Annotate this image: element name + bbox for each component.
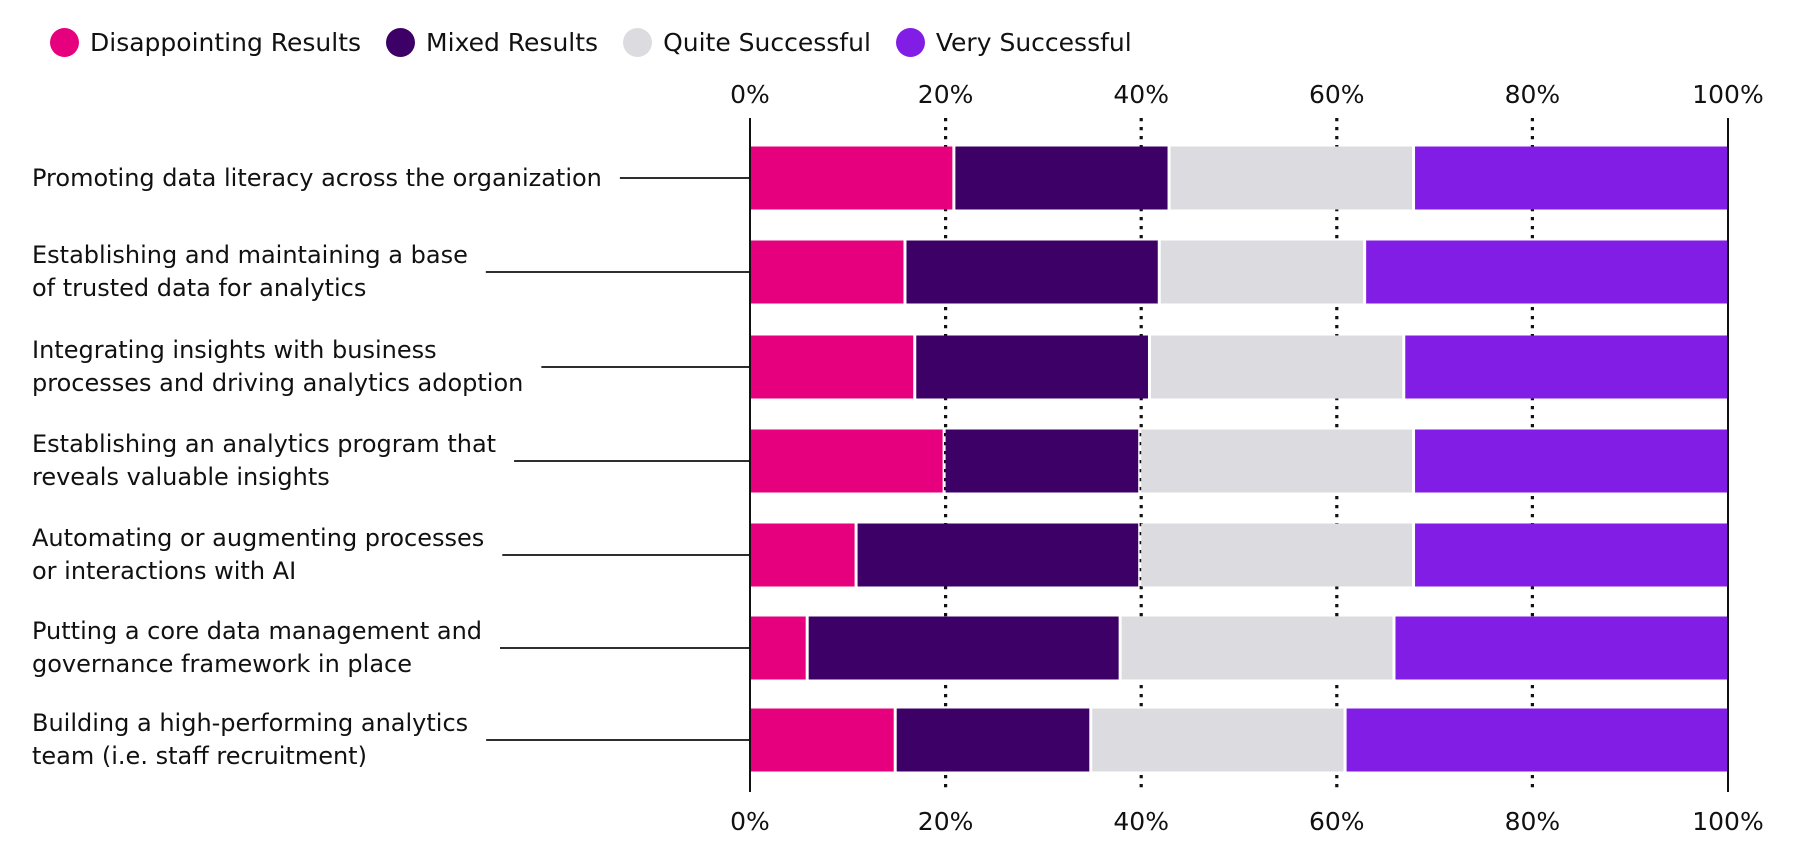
category-label-line: Integrating insights with business (32, 336, 437, 364)
tick-label-top: 80% (1505, 80, 1561, 109)
category-label-line: processes and driving analytics adoption (32, 369, 524, 397)
bar-segment (1415, 146, 1728, 210)
bar-segment (1366, 240, 1728, 304)
bar-segment (750, 523, 855, 587)
bar-segment (750, 429, 943, 493)
category-label-line: Putting a core data management and (32, 617, 483, 645)
bars (750, 146, 1728, 772)
legend-item-3: Very Successful (895, 27, 1132, 57)
legend: Disappointing Results Mixed Results Quite … (50, 22, 1157, 62)
bar-segment (1395, 616, 1728, 680)
bar-segment (1405, 335, 1728, 399)
legend-label: Disappointing Results (90, 27, 362, 57)
category-label: Building a high-performing analytics team… (32, 707, 552, 773)
bar-segment (750, 240, 904, 304)
legend-label: Mixed Results (426, 27, 599, 57)
category-label: Establishing an analytics program that re… (32, 428, 552, 494)
tick-label-bottom: 100% (1692, 807, 1763, 836)
bar-segment (1160, 240, 1364, 304)
bar-segment (857, 523, 1139, 587)
tick-label-bottom: 80% (1505, 807, 1561, 836)
tick-label-bottom: 20% (918, 807, 974, 836)
bar-segment (750, 146, 953, 210)
bar-segment (1150, 335, 1403, 399)
legend-swatch (386, 27, 416, 57)
bar-segment (906, 240, 1158, 304)
bar-segment (945, 429, 1139, 493)
bar-segment (808, 616, 1119, 680)
axes: 0% 20% 40% 60% 80% 100% 0% 20% 40% 60% 80% 100% (730, 80, 1764, 836)
category-label-line: of trusted data for analytics (32, 274, 367, 302)
tick-label-top: 40% (1113, 80, 1169, 109)
category-label-line: or interactions with AI (32, 557, 297, 585)
bar-segment (955, 146, 1168, 210)
tick-label-bottom: 40% (1113, 807, 1169, 836)
legend-item-0: Disappointing Results (50, 27, 362, 57)
tick-label-bottom: 60% (1309, 807, 1365, 836)
bar-segment (1092, 708, 1344, 772)
category-label-line: team (i.e. staff recruitment) (32, 742, 367, 770)
bar-segment (750, 616, 806, 680)
legend-label: Very Successful (935, 27, 1132, 57)
bar-segment (1141, 523, 1413, 587)
category-label-line: reveals valuable insights (32, 463, 330, 491)
legend-swatch (895, 27, 925, 57)
tick-label-top: 60% (1309, 80, 1365, 109)
legend-label: Quite Successful (663, 27, 871, 57)
bar-segment (750, 335, 914, 399)
legend-item-2: Quite Successful (623, 27, 871, 57)
bar-segment (1170, 146, 1413, 210)
tick-label-top: 100% (1692, 80, 1763, 109)
category-label: Integrating insights with business proces… (32, 334, 552, 400)
tick-label-bottom: 0% (730, 807, 770, 836)
category-label-line: Automating or augmenting processes (32, 524, 485, 552)
bar-segment (896, 708, 1090, 772)
category-label-line: Establishing an analytics program that (32, 430, 497, 458)
bar-segment (1415, 429, 1728, 493)
bar-segment (750, 708, 894, 772)
category-label: Promoting data literacy across the organ… (32, 162, 602, 195)
bar-segment (1121, 616, 1393, 680)
tick-label-top: 0% (730, 80, 770, 109)
legend-swatch (623, 27, 653, 57)
bar-segment (1141, 429, 1413, 493)
bar-segment (1415, 523, 1728, 587)
bar-segment (1346, 708, 1728, 772)
category-label: Automating or augmenting processes or int… (32, 522, 552, 588)
tick-label-top: 20% (918, 80, 974, 109)
category-label-line: Promoting data literacy across the organ… (32, 163, 602, 192)
category-label-line: governance framework in place (32, 650, 413, 678)
label-leader-lines (485, 177, 750, 741)
category-label: Establishing and maintaining a base of tr… (32, 239, 552, 305)
bar-segment (916, 335, 1148, 399)
category-label: Putting a core data management and govern… (32, 615, 552, 681)
legend-item-1: Mixed Results (386, 27, 599, 57)
category-label-line: Building a high-performing analytics (32, 709, 469, 737)
legend-swatch (50, 27, 79, 57)
category-label-line: Establishing and maintaining a base (32, 241, 468, 269)
